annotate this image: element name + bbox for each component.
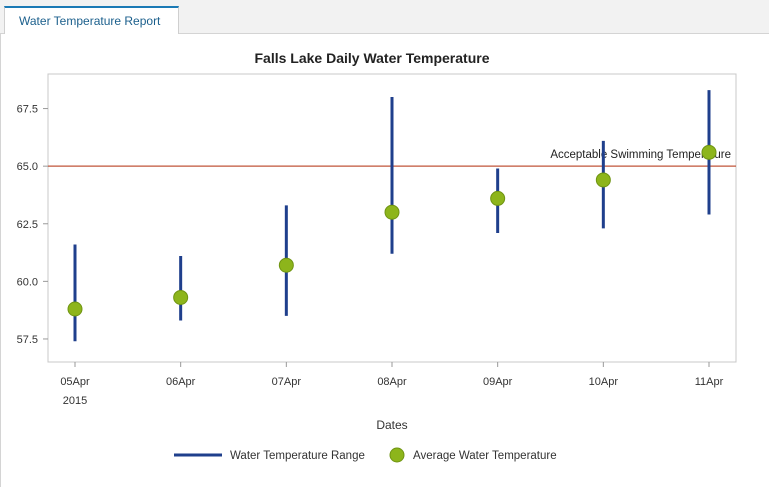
legend-average-label: Average Water Temperature xyxy=(413,450,557,462)
legend: Water Temperature Range Average Water Te… xyxy=(174,447,557,463)
year-label: 2015 xyxy=(63,395,87,407)
y-tick-label: 62.5 xyxy=(17,219,38,231)
x-tick-label: 05Apr xyxy=(60,376,90,388)
average-marker xyxy=(67,301,83,317)
average-series xyxy=(67,144,717,317)
chart-title: Falls Lake Daily Water Temperature xyxy=(255,50,490,66)
tab-label: Water Temperature Report xyxy=(19,14,161,28)
x-tick-label: 07Apr xyxy=(272,376,302,388)
x-axis-label: Dates xyxy=(376,418,407,432)
legend-range-label: Water Temperature Range xyxy=(230,450,365,462)
y-tick-label: 57.5 xyxy=(17,334,38,346)
average-marker xyxy=(701,144,717,160)
y-tick-label: 65.0 xyxy=(17,161,38,173)
average-marker xyxy=(490,190,506,206)
x-tick-label: 08Apr xyxy=(377,376,407,388)
y-tick-label: 67.5 xyxy=(17,104,38,116)
x-tick-label: 10Apr xyxy=(589,376,619,388)
average-marker xyxy=(278,257,294,273)
y-axis: 57.5 60.0 62.5 65.0 67.5 xyxy=(17,104,48,346)
x-tick-label: 06Apr xyxy=(166,376,196,388)
x-tick-label: 09Apr xyxy=(483,376,513,388)
reference-line-label: Acceptable Swimming Temperature xyxy=(550,149,731,161)
x-tick-label: 11Apr xyxy=(695,376,724,388)
average-marker xyxy=(384,204,400,220)
x-axis: 05Apr 06Apr 07Apr 08Apr 09Apr 10Apr 11Apr xyxy=(60,362,724,388)
legend-average-swatch xyxy=(389,447,405,463)
average-marker xyxy=(595,172,611,188)
average-marker xyxy=(173,289,189,305)
y-tick-label: 60.0 xyxy=(17,276,38,288)
tab-water-temperature-report[interactable]: Water Temperature Report xyxy=(4,6,179,35)
tab-bar: Water Temperature Report xyxy=(0,0,769,35)
